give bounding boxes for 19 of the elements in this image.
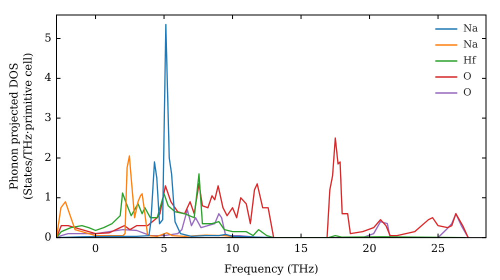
x-tick-label: 5 bbox=[160, 242, 168, 256]
x-tick-label: 25 bbox=[431, 242, 446, 256]
legend-label: O bbox=[463, 88, 472, 99]
legend-label: Na bbox=[463, 24, 478, 35]
y-tick-label: 4 bbox=[44, 71, 52, 84]
legend-label: Hf bbox=[463, 56, 478, 67]
y-tick-label: 5 bbox=[44, 31, 52, 44]
y-tick-label: 2 bbox=[44, 150, 52, 164]
y-tick-label: 3 bbox=[44, 110, 52, 124]
legend-label: O bbox=[463, 72, 472, 83]
legend-label: Na bbox=[463, 40, 478, 51]
x-tick-label: 10 bbox=[226, 242, 240, 256]
y-tick-label: 0 bbox=[44, 230, 52, 244]
x-tick-label: 20 bbox=[362, 242, 377, 256]
x-axis-title: Frequency (THz) bbox=[224, 262, 318, 276]
y-tick-label: 1 bbox=[44, 190, 52, 204]
x-tick-label: 15 bbox=[294, 242, 308, 256]
x-tick-label: 0 bbox=[92, 242, 100, 256]
y-axis-title: Phonon projected DOS (States/THz·primitive cell) bbox=[8, 52, 34, 200]
